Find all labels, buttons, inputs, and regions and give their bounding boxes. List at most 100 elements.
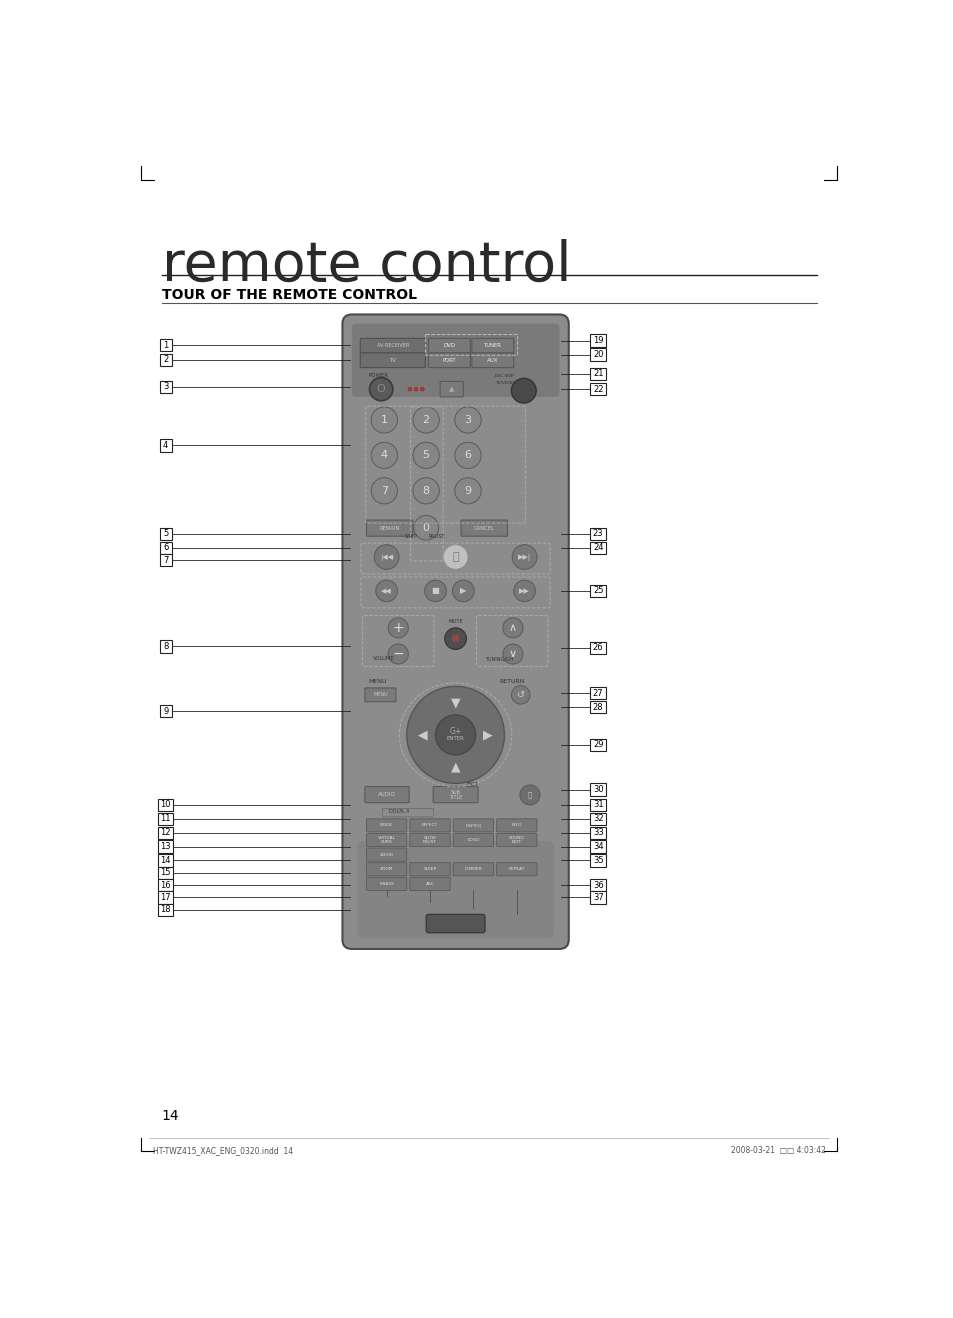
Text: VOLUME: VOLUME [373,656,395,662]
Text: INFO: INFO [511,824,521,828]
Text: HT-TWZ415_XAC_ENG_0320.indd  14: HT-TWZ415_XAC_ENG_0320.indd 14 [153,1147,294,1155]
Text: CANCEL: CANCEL [474,526,495,531]
Text: MODE: MODE [379,824,393,828]
Text: 7: 7 [380,486,388,496]
Text: ⏸: ⏸ [452,552,458,561]
FancyBboxPatch shape [158,879,173,891]
FancyBboxPatch shape [590,739,605,751]
Text: REMAIN: REMAIN [379,526,399,531]
FancyBboxPatch shape [159,527,172,540]
FancyBboxPatch shape [590,527,605,540]
Text: 10: 10 [160,800,171,809]
FancyBboxPatch shape [366,847,406,861]
Text: 34: 34 [592,842,603,851]
FancyBboxPatch shape [366,818,406,832]
Text: 27: 27 [592,689,603,697]
Text: LOGO: LOGO [467,838,479,842]
Text: 14: 14 [162,1110,179,1123]
Text: AUDIO: AUDIO [377,792,395,797]
FancyBboxPatch shape [159,641,172,652]
Text: 3: 3 [464,415,471,424]
Circle shape [443,544,468,569]
Text: DOLPL II: DOLPL II [389,809,409,815]
FancyBboxPatch shape [453,863,493,875]
FancyBboxPatch shape [428,353,470,368]
Text: 31: 31 [592,800,603,809]
FancyBboxPatch shape [460,521,507,536]
FancyBboxPatch shape [453,818,493,832]
FancyBboxPatch shape [590,687,605,700]
FancyBboxPatch shape [159,339,172,352]
Circle shape [513,580,535,602]
FancyBboxPatch shape [497,863,537,875]
FancyBboxPatch shape [158,904,173,916]
Text: 3: 3 [163,382,169,391]
Text: O: O [376,384,385,394]
Text: 15: 15 [160,869,171,878]
Circle shape [374,544,398,569]
Text: MENU: MENU [369,679,387,684]
Text: ▶▶: ▶▶ [518,588,530,594]
Circle shape [408,387,412,391]
FancyBboxPatch shape [356,841,554,938]
FancyBboxPatch shape [158,813,173,825]
FancyBboxPatch shape [159,554,172,567]
FancyBboxPatch shape [410,818,450,832]
Circle shape [455,443,480,468]
Text: 2: 2 [163,356,168,364]
Text: 12: 12 [160,828,171,837]
Text: DIMMER: DIMMER [464,867,482,871]
FancyBboxPatch shape [410,863,450,875]
FancyBboxPatch shape [158,891,173,904]
FancyBboxPatch shape [590,701,605,713]
Circle shape [375,580,397,602]
FancyBboxPatch shape [590,542,605,554]
Text: ∨: ∨ [508,648,517,659]
Text: PAUSE: PAUSE [428,535,445,539]
FancyBboxPatch shape [366,878,406,891]
Text: 28: 28 [592,702,603,712]
Text: 4: 4 [380,451,388,460]
Text: 18: 18 [160,905,171,915]
Text: G+: G+ [449,726,461,735]
Circle shape [452,580,474,602]
FancyBboxPatch shape [159,353,172,366]
Text: 0: 0 [422,523,429,532]
Text: ▲: ▲ [449,386,454,393]
Text: 1: 1 [380,415,387,424]
Text: +: + [392,621,404,635]
Text: ↺: ↺ [517,689,524,700]
FancyBboxPatch shape [159,381,172,393]
FancyBboxPatch shape [590,841,605,853]
Text: 33: 33 [592,828,603,837]
Text: TV: TV [389,357,395,362]
FancyBboxPatch shape [158,866,173,879]
Circle shape [512,544,537,569]
Text: ▶▶|: ▶▶| [517,554,531,560]
FancyBboxPatch shape [590,854,605,866]
Text: 24: 24 [593,543,603,552]
Text: EXIT: EXIT [466,782,478,787]
Circle shape [502,645,522,664]
Circle shape [371,407,397,434]
FancyBboxPatch shape [453,833,493,846]
Text: TV/VIDEO: TV/VIDEO [495,381,516,385]
Text: MENU: MENU [373,692,387,697]
FancyBboxPatch shape [159,542,172,554]
FancyBboxPatch shape [365,787,409,803]
Text: 17: 17 [160,892,171,902]
FancyBboxPatch shape [590,879,605,891]
Text: MUTE: MUTE [448,619,462,625]
Text: SLOW
MO/ST: SLOW MO/ST [422,836,436,845]
Circle shape [371,477,397,503]
Circle shape [502,618,522,638]
Circle shape [413,443,439,468]
Text: ◀◀: ◀◀ [381,588,392,594]
Text: 35: 35 [592,855,603,865]
Text: 2: 2 [422,415,429,424]
Text: PORT: PORT [442,357,456,362]
Text: AV RECEIVER: AV RECEIVER [376,343,409,348]
Circle shape [369,378,393,401]
Text: 30: 30 [592,786,603,793]
Text: 11: 11 [160,815,171,824]
